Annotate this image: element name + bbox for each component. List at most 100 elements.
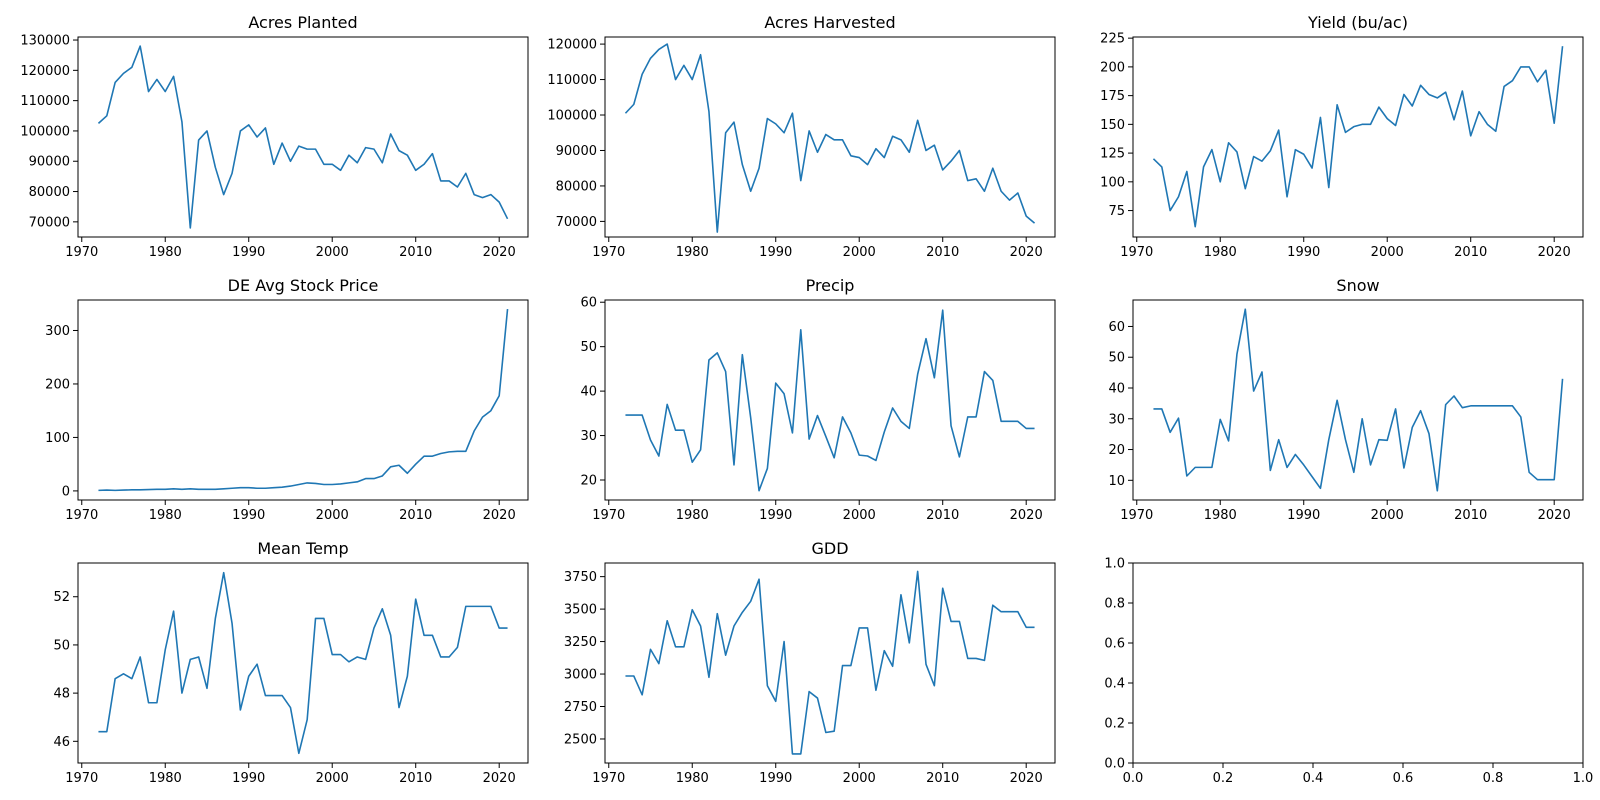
x-tick-label: 2010 — [399, 245, 432, 260]
plot-frame — [1132, 36, 1584, 238]
subplot-9: 0.0 0.2 0.4 0.6 0.8 1.0 0.0 0.2 0.4 0.6 0.8 1.0 — [1104, 557, 1593, 787]
x-tick-label: 1980 — [676, 508, 709, 523]
x-tick-label: 2020 — [1538, 245, 1571, 260]
y-tick-label: 3250 — [564, 635, 597, 650]
x-tick-label: 2000 — [316, 245, 349, 260]
y-tick-label: 225 — [1100, 32, 1125, 47]
subplot-title: Snow — [1336, 276, 1379, 295]
series-line — [624, 43, 1036, 233]
series-line — [97, 45, 509, 229]
y-tick-label: 3000 — [564, 668, 597, 683]
subplot-2: Acres Harvested 1970 1980 1990 2000 2010 2020 7… — [547, 13, 1056, 260]
x-tick-label: 2010 — [399, 771, 432, 786]
y-tick-label: 300 — [45, 324, 70, 339]
y-tick-label: 100000 — [20, 124, 70, 139]
x-tick-label: 1980 — [149, 245, 182, 260]
y-tick-label: 90000 — [29, 155, 70, 170]
subplot-title: Mean Temp — [257, 539, 348, 558]
x-tick-label: 2010 — [926, 771, 959, 786]
series-line — [1152, 46, 1564, 228]
x-tick-label: 0.8 — [1483, 771, 1504, 786]
x-tick-label: 2020 — [483, 771, 516, 786]
x-tick-label: 1970 — [1120, 245, 1153, 260]
subplot-title: Yield (bu/ac) — [1307, 13, 1408, 32]
y-tick-label: 20 — [1108, 443, 1125, 458]
y-tick-label: 0.4 — [1104, 677, 1125, 692]
y-tick-label: 0.6 — [1104, 637, 1125, 652]
x-tick-label: 0.0 — [1123, 771, 1144, 786]
y-tick-label: 120000 — [20, 64, 70, 79]
plot-frame — [1132, 299, 1584, 501]
y-tick-label: 120000 — [547, 38, 597, 53]
x-tick-label: 1980 — [149, 771, 182, 786]
x-tick-label: 1990 — [1287, 508, 1320, 523]
plot-frame — [604, 562, 1056, 764]
y-tick-label: 100 — [1100, 175, 1125, 190]
y-tick-label: 3500 — [564, 603, 597, 618]
x-tick-label: 0.6 — [1393, 771, 1414, 786]
y-tick-label: 50 — [53, 638, 70, 653]
y-tick-label: 2500 — [564, 732, 597, 747]
subplot-title: Acres Planted — [248, 13, 357, 32]
y-tick-label: 150 — [1100, 118, 1125, 133]
y-tick-label: 50 — [580, 340, 597, 355]
x-tick-label: 1990 — [232, 508, 265, 523]
series-line — [98, 309, 509, 492]
x-tick-label: 1970 — [65, 245, 98, 260]
y-tick-label: 40 — [580, 385, 597, 400]
x-tick-label: 1990 — [759, 508, 792, 523]
plot-frame — [77, 299, 529, 501]
y-tick-label: 110000 — [20, 94, 70, 109]
y-tick-label: 10 — [1108, 474, 1125, 489]
series-line — [625, 570, 1035, 755]
plot-frame — [1132, 562, 1584, 764]
y-tick-label: 2750 — [564, 700, 597, 715]
x-tick-label: 2010 — [926, 508, 959, 523]
x-tick-label: 1990 — [232, 245, 265, 260]
x-tick-label: 2020 — [1010, 245, 1043, 260]
y-tick-label: 80000 — [29, 185, 70, 200]
x-tick-label: 2020 — [1010, 771, 1043, 786]
plot-frame — [604, 299, 1056, 501]
subplot-6: Snow 1970 1980 1990 2000 2010 2020 10 20 30 40 50 60 — [1108, 276, 1584, 523]
x-tick-label: 2000 — [843, 771, 876, 786]
subplot-3: Yield (bu/ac) 1970 1980 1990 2000 2010 2020 75 1… — [1100, 13, 1584, 260]
y-tick-label: 60 — [580, 296, 597, 311]
subplot-title: GDD — [811, 539, 848, 558]
y-tick-label: 130000 — [20, 34, 70, 49]
y-tick-label: 175 — [1100, 89, 1125, 104]
x-tick-label: 2000 — [843, 508, 876, 523]
x-tick-label: 1970 — [65, 508, 98, 523]
y-tick-label: 0.8 — [1104, 597, 1125, 612]
x-tick-label: 2010 — [926, 245, 959, 260]
x-tick-label: 1980 — [676, 771, 709, 786]
x-tick-label: 2000 — [1371, 245, 1404, 260]
y-tick-label: 110000 — [547, 73, 597, 88]
y-tick-label: 70000 — [29, 215, 70, 230]
x-tick-label: 2000 — [843, 245, 876, 260]
x-tick-label: 0.2 — [1213, 771, 1234, 786]
subplot-title: Acres Harvested — [764, 13, 895, 32]
y-tick-label: 30 — [580, 429, 597, 444]
series-line — [1153, 308, 1564, 492]
y-tick-label: 80000 — [556, 179, 597, 194]
y-tick-label: 75 — [1108, 204, 1125, 219]
y-tick-label: 0.2 — [1104, 717, 1125, 732]
y-tick-label: 30 — [1108, 412, 1125, 427]
subplot-8: GDD 1970 1980 1990 2000 2010 2020 2500 2750 3000 3… — [564, 539, 1056, 786]
y-tick-label: 200 — [45, 377, 70, 392]
y-tick-label: 200 — [1100, 60, 1125, 75]
subplot-title: DE Avg Stock Price — [228, 276, 379, 295]
plot-frame — [77, 36, 529, 238]
y-tick-label: 60 — [1108, 320, 1125, 335]
x-tick-label: 1.0 — [1573, 771, 1594, 786]
x-tick-label: 1970 — [592, 245, 625, 260]
x-tick-label: 1970 — [1120, 508, 1153, 523]
y-tick-label: 46 — [53, 735, 70, 750]
x-tick-label: 2020 — [483, 508, 516, 523]
x-tick-label: 1980 — [1204, 508, 1237, 523]
x-tick-label: 1970 — [592, 508, 625, 523]
